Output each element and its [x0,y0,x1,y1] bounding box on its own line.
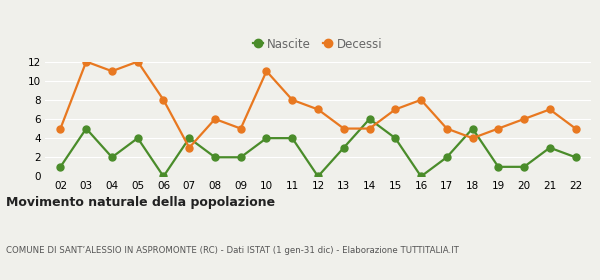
Decessi [520,117,527,121]
Text: Movimento naturale della popolazione: Movimento naturale della popolazione [6,196,275,209]
Nascite [418,175,425,178]
Text: COMUNE DI SANT’ALESSIO IN ASPROMONTE (RC) - Dati ISTAT (1 gen-31 dic) - Elaboraz: COMUNE DI SANT’ALESSIO IN ASPROMONTE (RC… [6,246,459,255]
Nascite [134,136,142,140]
Decessi [109,69,116,73]
Decessi [83,60,90,63]
Decessi [289,98,296,102]
Nascite [57,165,64,169]
Nascite [392,136,399,140]
Nascite [211,156,218,159]
Decessi [237,127,244,130]
Nascite [263,136,270,140]
Nascite [314,175,322,178]
Decessi [418,98,425,102]
Line: Nascite: Nascite [57,116,579,180]
Decessi [340,127,347,130]
Legend: Nascite, Decessi: Nascite, Decessi [248,33,388,55]
Nascite [160,175,167,178]
Decessi [469,136,476,140]
Nascite [469,127,476,130]
Decessi [546,108,553,111]
Decessi [572,127,579,130]
Nascite [443,156,451,159]
Decessi [134,60,142,63]
Nascite [546,146,553,150]
Nascite [83,127,90,130]
Decessi [314,108,322,111]
Decessi [185,146,193,150]
Nascite [520,165,527,169]
Nascite [109,156,116,159]
Line: Decessi: Decessi [57,58,579,151]
Decessi [160,98,167,102]
Nascite [366,117,373,121]
Nascite [572,156,579,159]
Decessi [366,127,373,130]
Nascite [340,146,347,150]
Decessi [57,127,64,130]
Nascite [237,156,244,159]
Decessi [211,117,218,121]
Decessi [494,127,502,130]
Nascite [494,165,502,169]
Decessi [443,127,451,130]
Decessi [392,108,399,111]
Nascite [289,136,296,140]
Nascite [185,136,193,140]
Decessi [263,69,270,73]
